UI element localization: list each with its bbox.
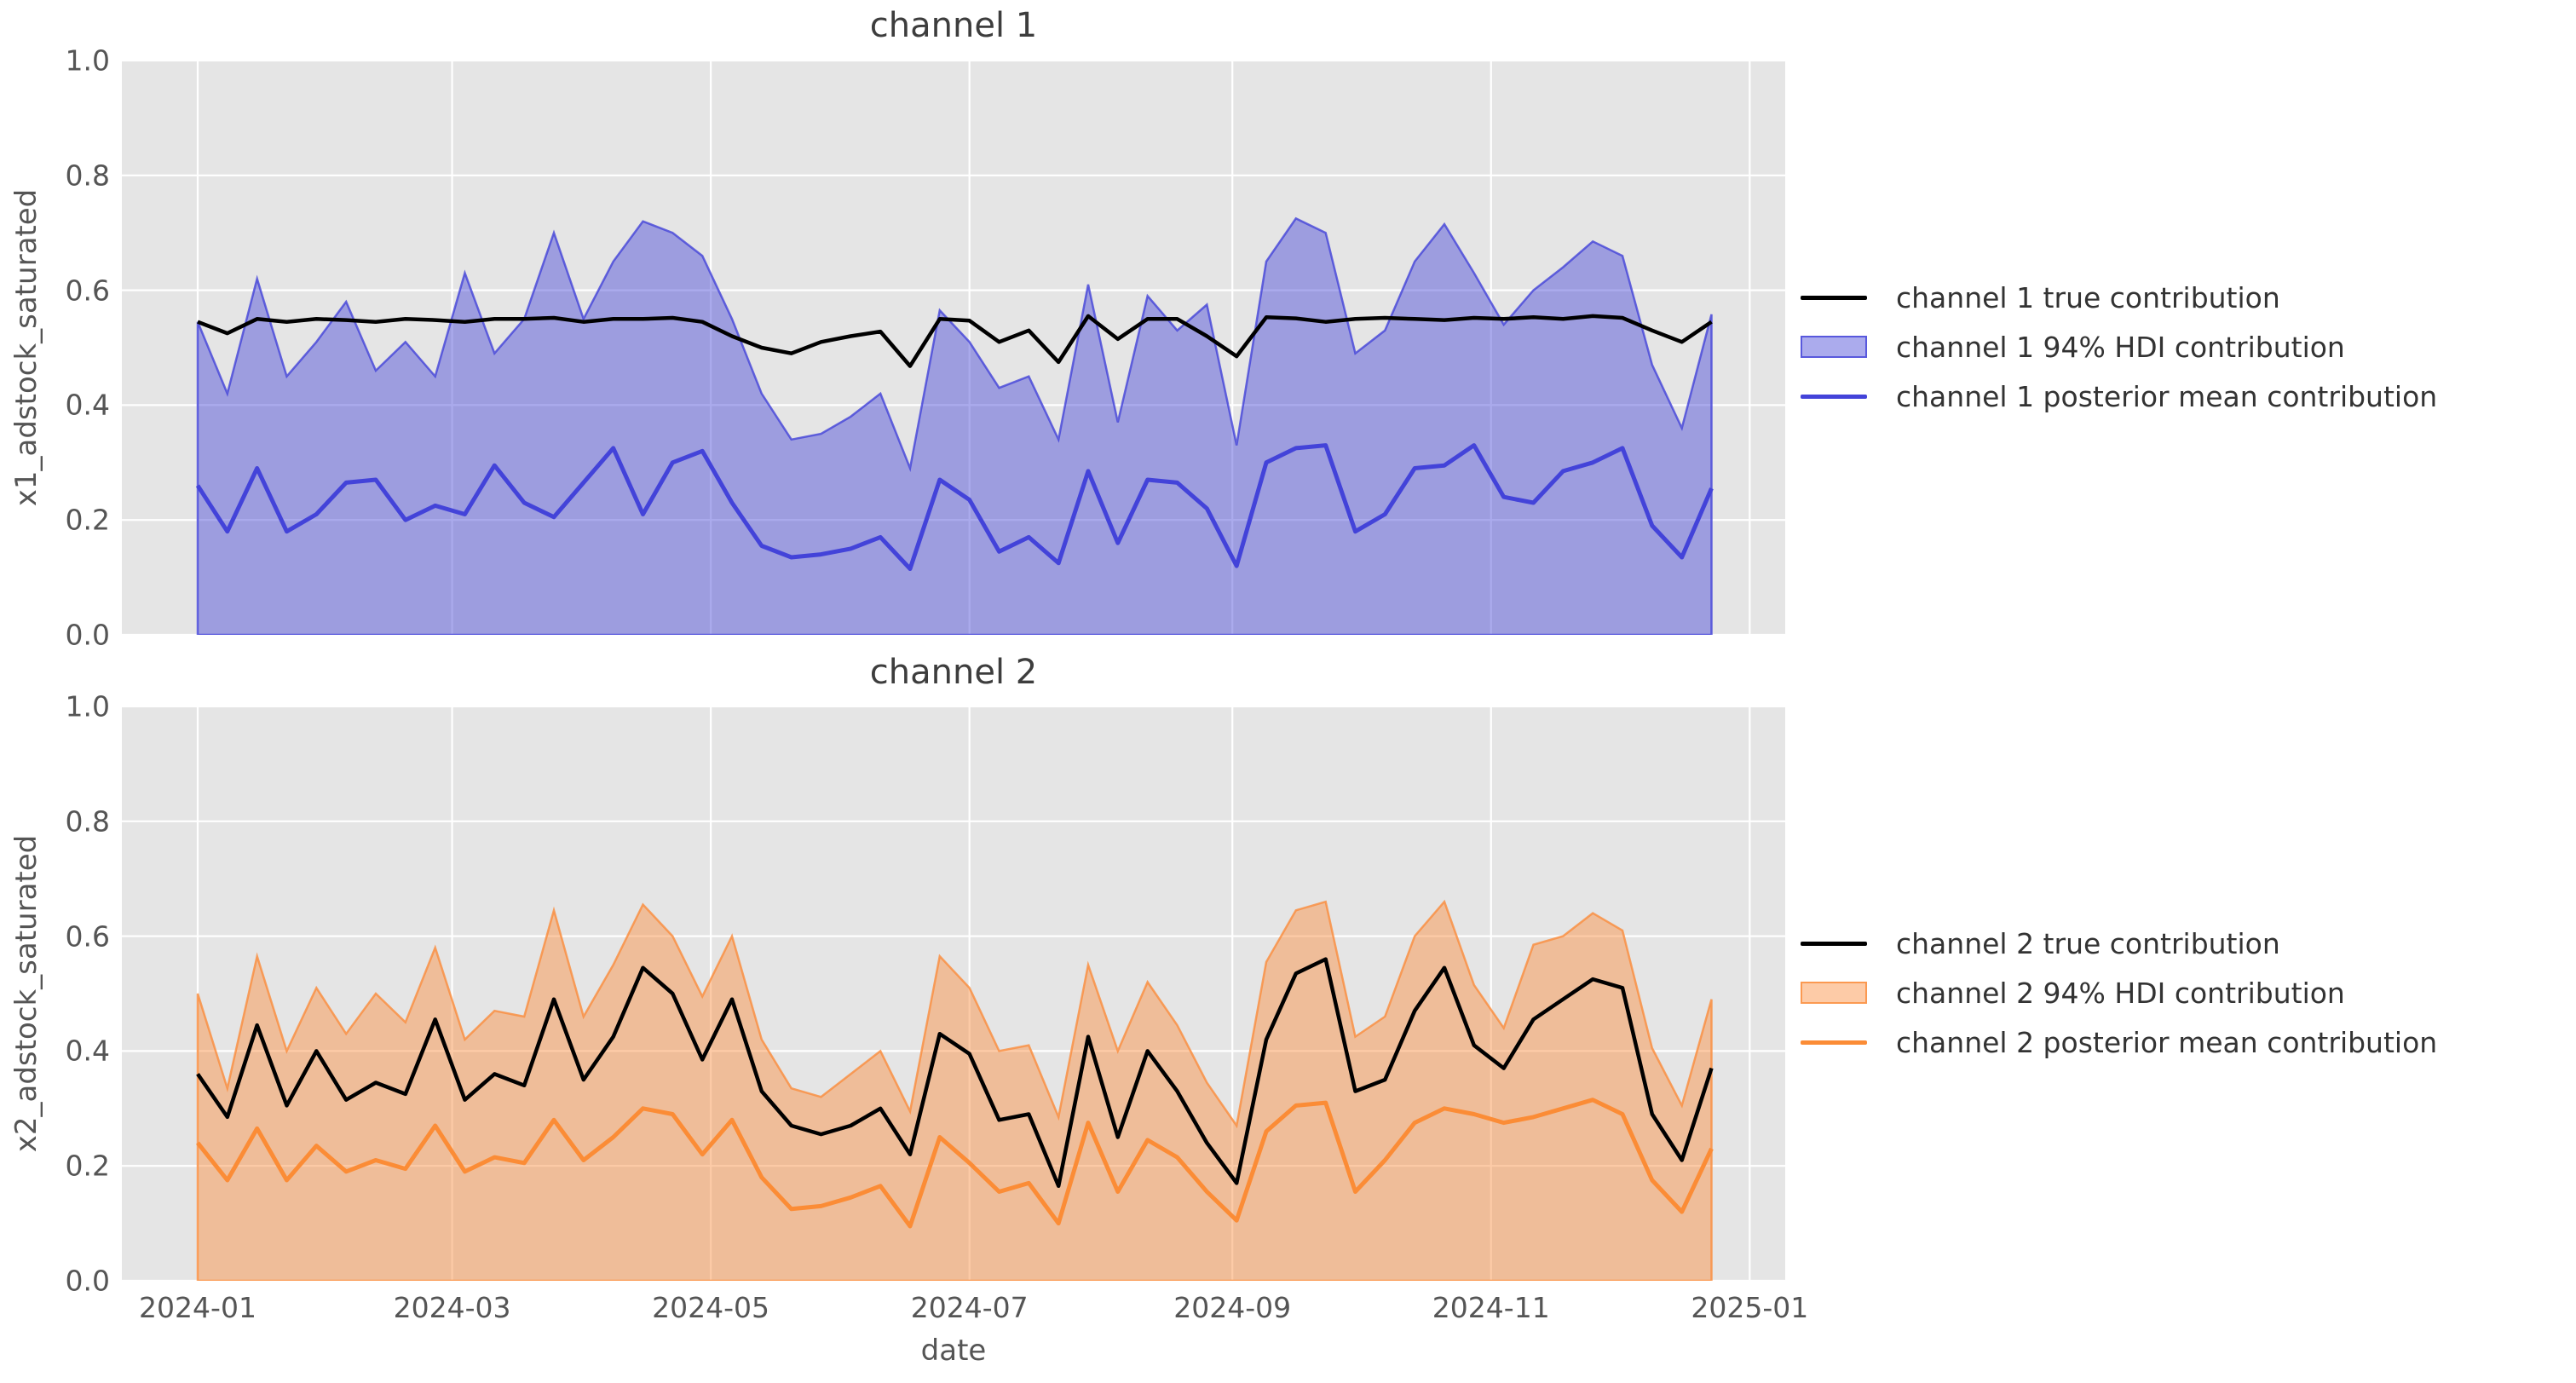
posterior-mean-line-swatch [1801, 1040, 1867, 1045]
y-tick-label: 0.2 [65, 1149, 110, 1183]
chart1-legend: channel 1 true contribution channel 1 94… [1801, 273, 2437, 421]
x-tick-label: 2024-05 [652, 1291, 770, 1324]
chart1-ylabel: x1_adstock_saturated [9, 188, 43, 507]
chart2-legend: channel 2 true contribution channel 2 94… [1801, 919, 2437, 1067]
x-tick-label: 2024-03 [393, 1291, 511, 1324]
chart1-hdi-band [196, 216, 1713, 635]
legend-row: channel 2 true contribution [1801, 919, 2437, 968]
x-tick-label: 2024-11 [1432, 1291, 1550, 1324]
hdi-band-swatch [1801, 336, 1867, 358]
legend-label: channel 1 true contribution [1896, 280, 2280, 314]
y-tick-label: 0.4 [65, 1034, 110, 1068]
y-tick-label: 1.0 [65, 43, 110, 78]
chart1-plot-svg [122, 61, 1785, 635]
legend-label: channel 1 94% HDI contribution [1896, 330, 2345, 364]
y-tick-label: 0.2 [65, 503, 110, 537]
chart1-plot-area [122, 61, 1785, 635]
y-tick-label: 0.0 [65, 618, 110, 652]
chart2-hdi-band [196, 899, 1713, 1281]
chart2-plot-area [122, 706, 1785, 1281]
chart2-posterior-mean-line [196, 1098, 1714, 1229]
chart2-title: channel 2 [869, 653, 1038, 692]
legend-row: channel 2 posterior mean contribution [1801, 1017, 2437, 1067]
x-axis-label: date [920, 1334, 987, 1368]
legend-label: channel 1 posterior mean contribution [1896, 379, 2438, 413]
true-line-swatch [1801, 941, 1867, 946]
legend-row: channel 1 94% HDI contribution [1801, 322, 2437, 372]
chart2-true-line [196, 957, 1714, 1189]
x-tick-label: 2024-01 [139, 1291, 256, 1324]
legend-label: channel 2 posterior mean contribution [1896, 1025, 2438, 1059]
chart1-title: channel 1 [869, 6, 1038, 45]
legend-row: channel 1 posterior mean contribution [1801, 372, 2437, 421]
legend-label: channel 2 true contribution [1896, 926, 2280, 960]
chart1-true-line [197, 314, 1713, 368]
y-tick-label: 0.6 [65, 274, 110, 308]
chart2-gridlines [122, 706, 1785, 1281]
legend-row: channel 2 94% HDI contribution [1801, 968, 2437, 1017]
y-tick-label: 0.0 [65, 1264, 110, 1298]
legend-label: channel 2 94% HDI contribution [1896, 976, 2345, 1010]
y-tick-label: 1.0 [65, 689, 110, 723]
posterior-mean-line-swatch [1801, 394, 1867, 399]
y-tick-label: 0.8 [65, 158, 110, 193]
y-tick-label: 0.8 [65, 804, 110, 838]
legend-row: channel 1 true contribution [1801, 273, 2437, 322]
chart2-plot-svg [122, 706, 1785, 1281]
x-tick-label: 2024-07 [910, 1291, 1029, 1324]
x-tick-label: 2024-09 [1173, 1291, 1292, 1324]
hdi-band-swatch [1801, 982, 1867, 1004]
chart1-posterior-mean-line [195, 443, 1714, 571]
y-tick-label: 0.6 [65, 919, 110, 954]
y-tick-label: 0.4 [65, 388, 110, 422]
x-tick-label: 2025-01 [1691, 1291, 1809, 1324]
true-line-swatch [1801, 295, 1867, 300]
chart2-ylabel: x2_adstock_saturated [9, 834, 43, 1153]
